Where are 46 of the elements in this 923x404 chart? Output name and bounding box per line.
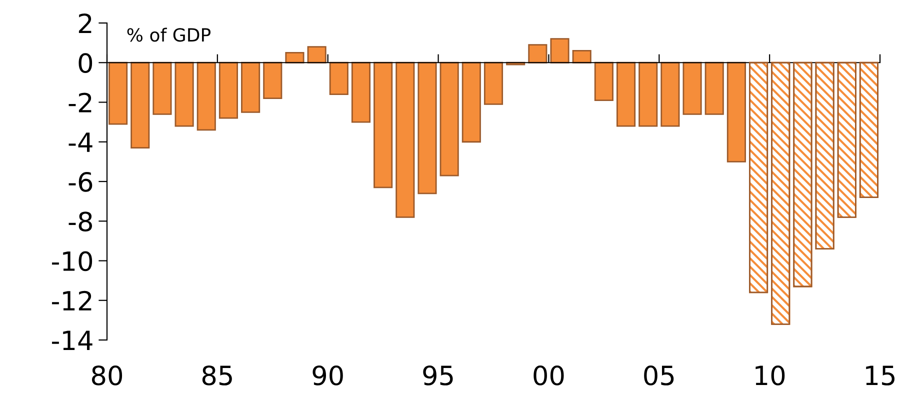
y-tick-label: -2 — [68, 92, 92, 112]
bar — [108, 62, 128, 125]
x-tick-label: 05 — [644, 365, 674, 386]
bar — [396, 62, 415, 218]
bar — [682, 62, 702, 115]
x-tick-label: 00 — [534, 365, 564, 386]
bar — [616, 62, 636, 127]
bar — [241, 62, 260, 113]
bar — [196, 62, 216, 131]
bar — [285, 52, 304, 64]
x-tick-label: 85 — [202, 365, 232, 386]
y-tick-label: -4 — [68, 132, 92, 152]
x-tick-label: 10 — [756, 365, 785, 386]
bar — [462, 62, 481, 143]
bar — [638, 62, 658, 127]
y-tick-label: -8 — [68, 212, 92, 232]
bar — [218, 62, 238, 119]
annotation: % of GDP — [127, 28, 211, 42]
y-tick-label: -14 — [52, 330, 92, 350]
bar — [550, 38, 570, 64]
x-tick-label: 90 — [312, 365, 343, 386]
bar — [440, 62, 459, 176]
y-tick-label: -6 — [68, 172, 92, 192]
bar — [572, 50, 592, 64]
bar — [528, 44, 548, 64]
y-tick-label: -10 — [52, 251, 92, 272]
bar — [594, 62, 614, 101]
bar — [307, 46, 326, 64]
bar — [263, 62, 282, 99]
bar — [418, 62, 437, 194]
bar — [484, 62, 504, 105]
bar — [174, 62, 194, 127]
y-tick-label: 2 — [78, 13, 92, 34]
bar — [660, 62, 680, 127]
bar — [351, 62, 371, 123]
y-tick-label: -12 — [52, 290, 92, 310]
bar — [704, 62, 724, 115]
y-tick-label: 0 — [78, 53, 92, 74]
bar — [152, 62, 172, 115]
x-tick-label: 95 — [423, 365, 453, 386]
bar — [130, 62, 150, 149]
bar — [374, 62, 393, 188]
x-tick-label: 80 — [92, 365, 122, 386]
bar — [329, 62, 348, 96]
x-tick-label: 15 — [866, 366, 894, 386]
bar — [726, 62, 746, 162]
